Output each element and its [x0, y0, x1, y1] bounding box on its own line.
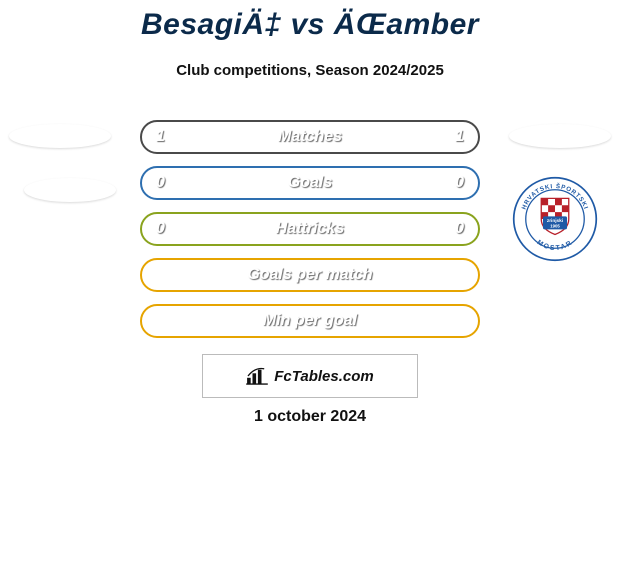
goals-label: Goals [142, 168, 478, 202]
mpg-label: Min per goal [142, 306, 478, 340]
stat-row-hattricks: 0 Hattricks 0 [140, 212, 480, 246]
bar-chart-icon [246, 367, 268, 385]
left-club-placeholder-1 [9, 124, 111, 148]
stat-row-min-per-goal: Min per goal [140, 304, 480, 338]
fctables-link[interactable]: FcTables.com [202, 354, 418, 398]
matches-right-value: 1 [455, 122, 464, 156]
hattricks-right-value: 0 [455, 214, 464, 248]
stat-row-goals-per-match: Goals per match [140, 258, 480, 292]
fctables-label: FcTables.com [274, 368, 373, 385]
matches-label: Matches [142, 122, 478, 156]
goals-right-value: 0 [455, 168, 464, 202]
logo-center-bottom: 1905 [550, 224, 560, 229]
right-club-placeholder-1 [509, 124, 611, 148]
stat-row-matches: 1 Matches 1 [140, 120, 480, 154]
left-club-placeholder-2 [24, 178, 116, 202]
right-club-logo: HRVATSKI ŠPORTSKI MOSTAR zrin [512, 176, 598, 262]
hattricks-label: Hattricks [142, 214, 478, 248]
page-subtitle: Club competitions, Season 2024/2025 [0, 62, 620, 79]
date-label: 1 october 2024 [0, 408, 620, 426]
page-title: BesagiÄ‡ vs ÄŒamber [0, 8, 620, 42]
stat-row-goals: 0 Goals 0 [140, 166, 480, 200]
gpm-label: Goals per match [142, 260, 478, 294]
